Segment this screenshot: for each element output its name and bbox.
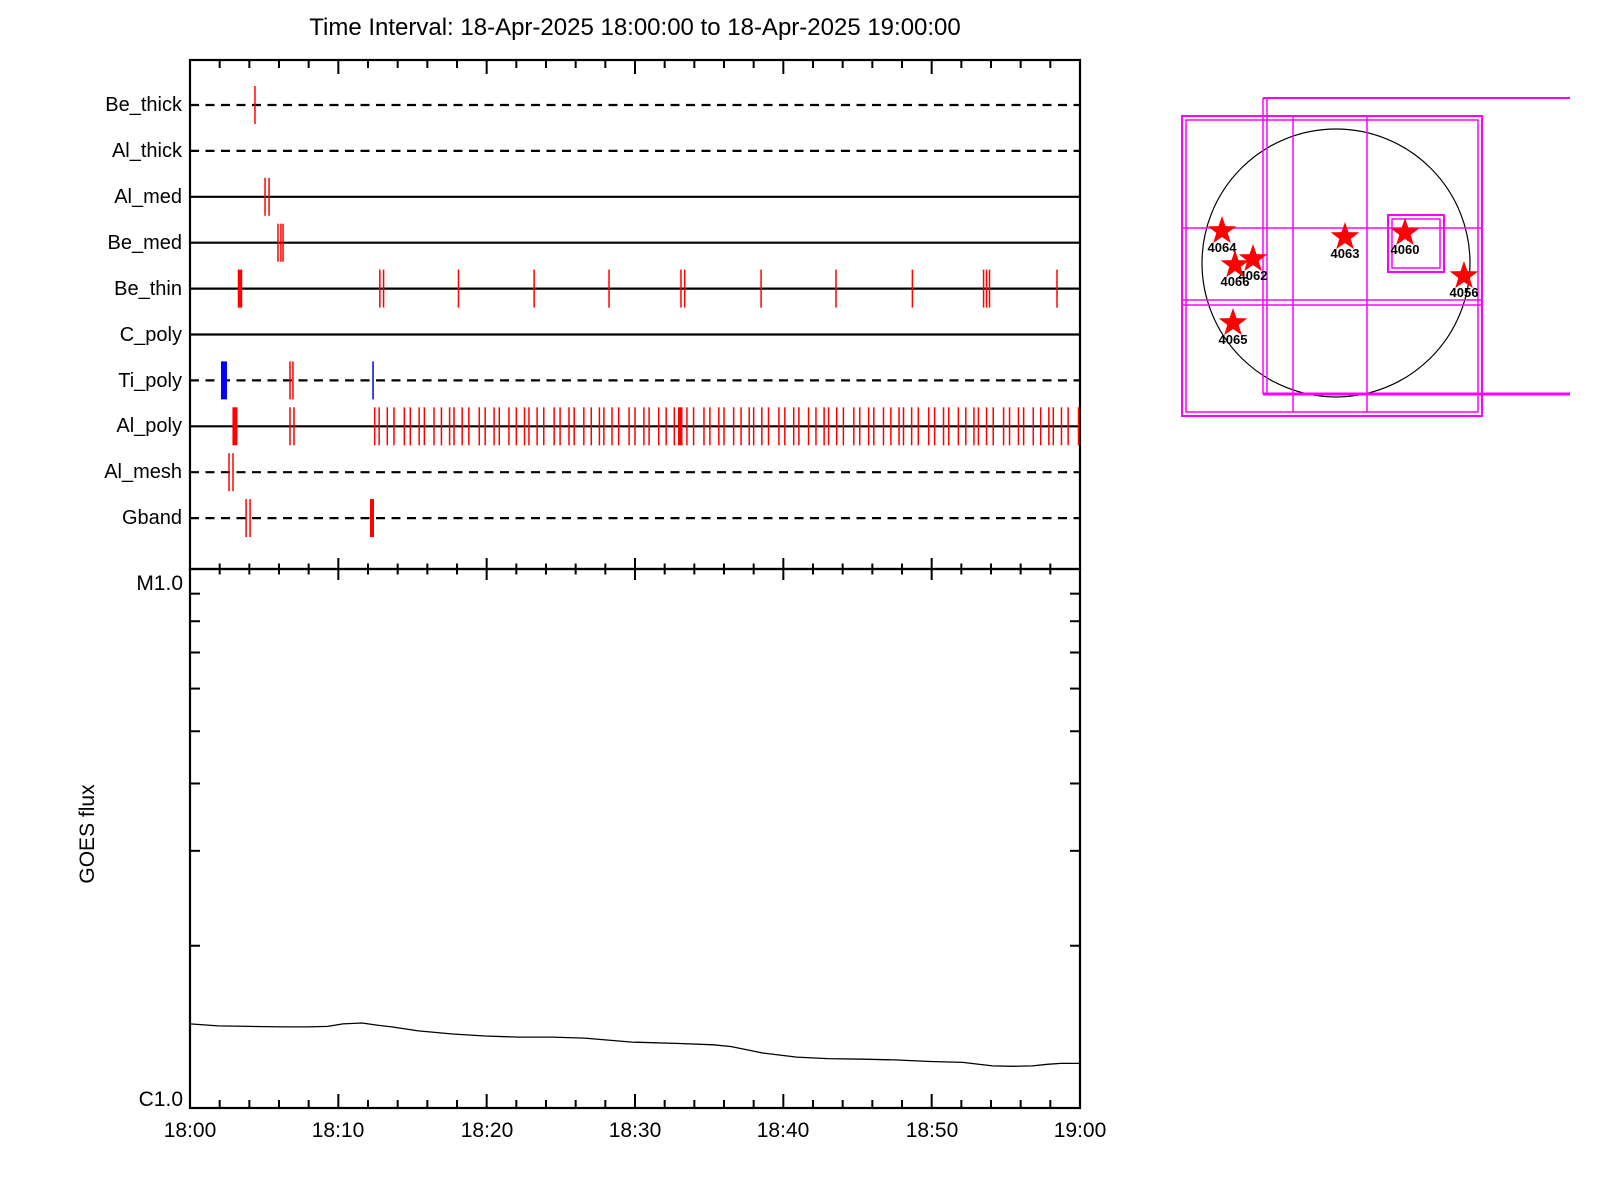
active-region-star-4062 [1238,244,1268,272]
xrt-fov-box [1185,119,1479,413]
active-region-label-4066: 4066 [1221,274,1250,289]
goes-ytick-c1: C1.0 [138,1088,183,1111]
active-region-label-4062: 4062 [1239,268,1268,283]
filter-label-c-poly: C_poly [119,324,182,346]
xtick-1850: 18:50 [905,1119,959,1142]
timeline-frame [188,58,1082,571]
filter-label-al-thick: Al_thick [111,140,182,162]
xtick-1900: 19:00 [1053,1119,1107,1142]
xtick-1810: 18:10 [311,1119,365,1142]
goes-flux-panel [188,558,1082,1110]
active-region-label-4063: 4063 [1331,246,1360,261]
xtick-1840: 18:40 [756,1119,810,1142]
xtick-1800: 18:00 [163,1119,217,1142]
goes-flux-curve [189,1022,1080,1067]
goes-ytick-m1: M1.0 [136,572,183,595]
active-region-star-4066 [1220,250,1250,278]
filter-label-be-thin: Be_thin [114,278,182,300]
filter-timeline-panel [188,58,1082,571]
xtick-1820: 18:20 [460,1119,514,1142]
active-region-label-4064: 4064 [1208,240,1238,255]
active-region-label-4056: 4056 [1450,285,1479,300]
active-region-star-4056 [1449,261,1479,289]
xrt-fov-box [1387,214,1445,273]
filter-label-be-thick: Be_thick [105,94,182,116]
filter-label-al-poly: Al_poly [116,415,182,437]
xtick-1830: 18:30 [608,1119,662,1142]
active-region-star-4063 [1330,222,1360,250]
solar-limb-circle [1201,128,1471,398]
active-region-label-4060: 4060 [1391,242,1420,257]
page-title: Time Interval: 18-Apr-2025 18:00:00 to 1… [309,14,961,41]
filter-label-al-med: Al_med [114,186,182,208]
active-region-star-4065 [1218,308,1248,336]
active-region-star-4060 [1390,218,1420,246]
filter-label-gband: Gband [121,507,182,529]
xrt-fov-box [1181,115,1483,417]
xrt-fov-box [1391,218,1441,269]
active-region-star-4064 [1207,216,1237,244]
active-region-label-4065: 4065 [1219,332,1248,347]
filter-label-al-mesh: Al_mesh [104,461,182,483]
filter-label-ti-poly: Ti_poly [118,370,182,392]
filter-label-be-med: Be_med [107,232,183,254]
